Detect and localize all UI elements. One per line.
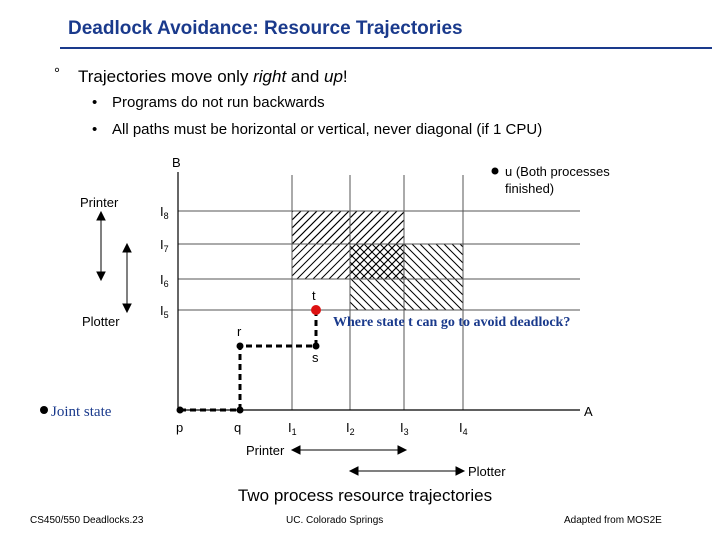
- b-resource-arrows: [96, 210, 132, 314]
- label-u-line2: finished): [505, 181, 554, 196]
- point-r: [236, 342, 244, 350]
- plotter-b-label: Plotter: [82, 314, 120, 329]
- sub-bullet-marker: •: [92, 121, 98, 138]
- footer-right: Adapted from MOS2E: [564, 515, 662, 526]
- avoid-deadlock-question: Where state t can go to avoid deadlock?: [333, 315, 570, 330]
- label-r: r: [237, 324, 242, 339]
- bullet-dot: [40, 406, 48, 414]
- printer-b-label: Printer: [80, 195, 119, 210]
- footer-center: UC. Colorado Springs: [286, 515, 384, 526]
- sub-bullet-text: All paths must be horizontal or vertical…: [112, 121, 543, 138]
- grid: [178, 175, 580, 410]
- label-u-line1: u (Both processes: [505, 164, 610, 179]
- axis-a-label: A: [584, 404, 593, 419]
- y-tick-label: I5: [160, 303, 169, 320]
- x-tick-label: I3: [400, 420, 409, 437]
- label-s: s: [312, 350, 319, 365]
- figure-caption: Two process resource trajectories: [237, 486, 493, 505]
- x-tick-label: I2: [346, 420, 355, 437]
- y-tick-label: I8: [160, 204, 169, 221]
- a-resource-arrows: [290, 445, 466, 476]
- forbidden-region: [292, 211, 404, 244]
- sub-bullet-text: Programs do not run backwards: [112, 94, 325, 111]
- point-s: [312, 342, 320, 350]
- axis-b-label: B: [172, 155, 181, 170]
- overlap-region: [350, 244, 404, 279]
- label-q: q: [234, 420, 241, 435]
- point-u: [491, 167, 499, 175]
- bullet-marker: °: [54, 65, 60, 82]
- printer-a-label: Printer: [246, 443, 285, 458]
- label-p: p: [176, 420, 183, 435]
- plotter-a-label: Plotter: [468, 464, 506, 479]
- point-t: [311, 305, 321, 315]
- joint-state-note: Joint state: [40, 404, 111, 421]
- trajectory-path: [180, 312, 318, 412]
- sub-bullet-marker: •: [92, 94, 98, 111]
- title-rule: [60, 47, 712, 49]
- y-tick-label: I6: [160, 272, 169, 289]
- label-t: t: [312, 288, 316, 303]
- main-bullet-text: Trajectories move only right and up!: [78, 67, 348, 86]
- slide-title: Deadlock Avoidance: Resource Trajectorie…: [68, 18, 463, 39]
- point-p: [176, 406, 184, 414]
- y-tick-label: I7: [160, 237, 169, 254]
- footer-left: CS450/550 Deadlocks.23: [30, 515, 144, 526]
- x-tick-label: I4: [459, 420, 468, 437]
- x-tick-label: I1: [288, 420, 297, 437]
- point-q: [236, 406, 244, 414]
